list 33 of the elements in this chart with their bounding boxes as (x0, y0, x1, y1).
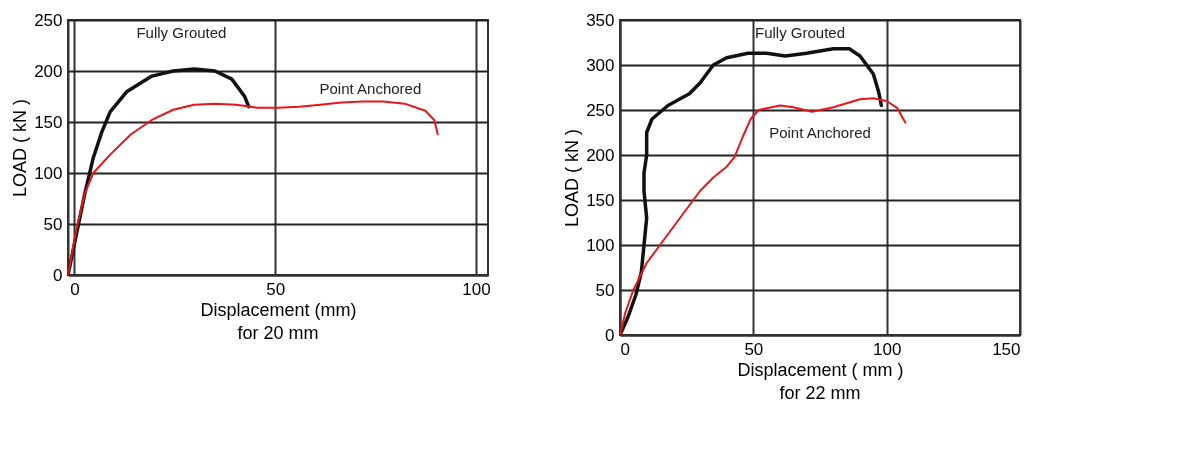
annotation: Fully Grouted (754, 23, 846, 41)
y-tick-label: 250 (586, 100, 615, 120)
x-axis-title: Displacement (mm) (200, 299, 357, 320)
x-tick-label: 100 (872, 339, 902, 359)
y-tick-label: 150 (34, 112, 63, 132)
text: for 22 mm (779, 383, 861, 403)
y-tick-label: 100 (586, 235, 615, 255)
y-tick-label: 300 (586, 55, 615, 75)
x-tick-label: 0 (620, 339, 630, 359)
annotation: Point Anchored (319, 79, 422, 97)
line-series (68, 100, 439, 275)
line-series (620, 47, 884, 335)
x-tick-label: 150 (992, 339, 1021, 359)
y-tick-label: 0 (605, 325, 615, 345)
annotation: Point Anchored (769, 124, 871, 142)
y-tick-label: 200 (34, 61, 63, 81)
y-tick-label: 150 (586, 190, 615, 210)
text: for 20 mm (237, 323, 319, 343)
line-series (620, 97, 907, 335)
x-tick-label: 0 (70, 279, 80, 299)
y-tick-label: 350 (586, 10, 615, 30)
y-tick-label: 0 (53, 265, 63, 285)
y-axis-title: LOAD ( kN ) (562, 128, 583, 228)
x-tick-label: 50 (744, 339, 764, 359)
y-tick-label: 100 (34, 163, 63, 183)
x-tick-label: 100 (462, 279, 491, 299)
y-tick-label: 50 (43, 214, 63, 234)
x-tick-label: 50 (266, 279, 286, 299)
y-tick-label: 200 (586, 145, 615, 165)
annotation: Fully Grouted (136, 23, 227, 41)
y-tick-label: 250 (34, 10, 63, 30)
x-axis-title: Displacement ( mm ) (737, 359, 904, 380)
y-axis-title: LOAD ( kN ) (10, 98, 31, 198)
